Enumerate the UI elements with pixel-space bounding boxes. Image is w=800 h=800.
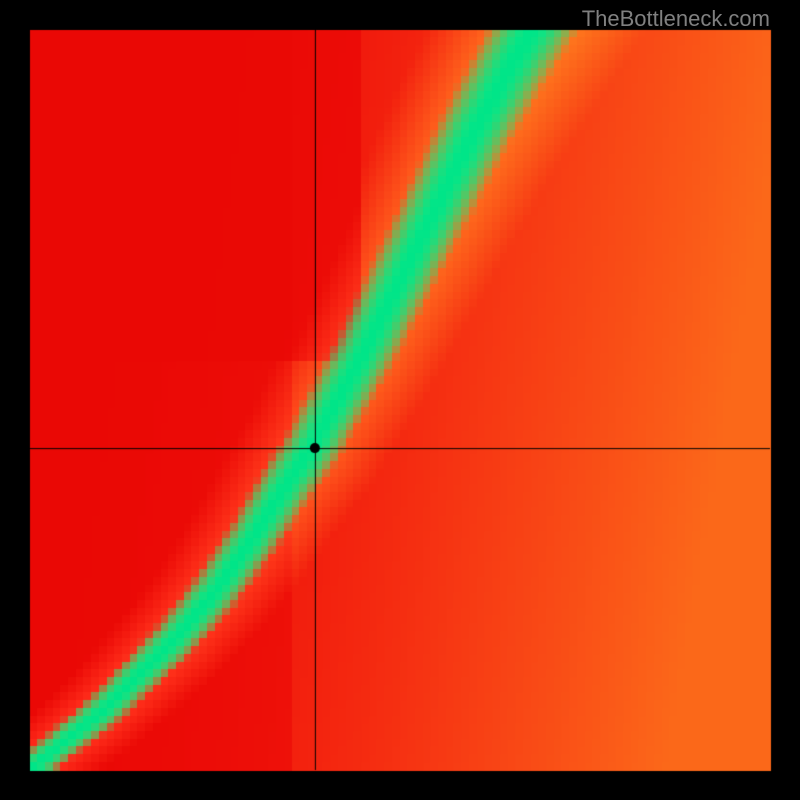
watermark-text: TheBottleneck.com [582, 6, 770, 32]
bottleneck-heatmap [0, 0, 800, 800]
chart-container: TheBottleneck.com [0, 0, 800, 800]
